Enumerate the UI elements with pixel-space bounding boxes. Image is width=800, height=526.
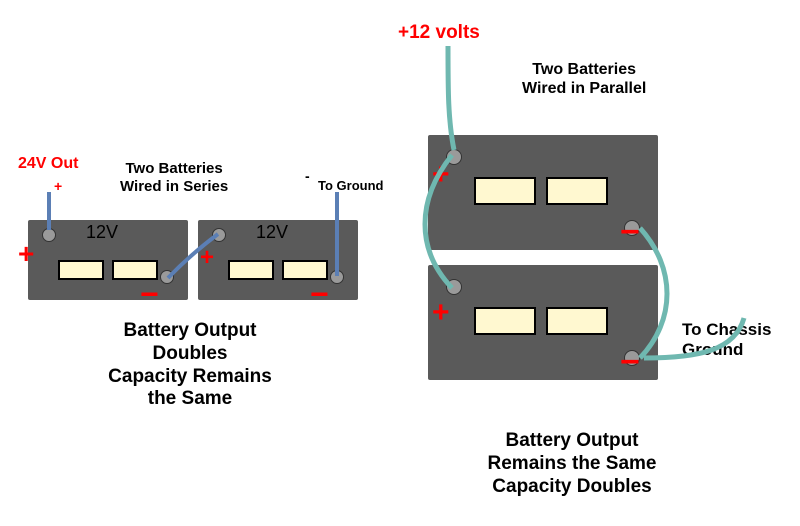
terminal-pos bbox=[212, 228, 226, 242]
plus-icon: + bbox=[18, 240, 34, 268]
series-output-label: 24V Out bbox=[18, 155, 78, 173]
cell bbox=[546, 307, 608, 335]
plus-icon: + bbox=[200, 246, 214, 270]
cell bbox=[474, 177, 536, 205]
minus-icon: − bbox=[310, 278, 329, 310]
minus-icon: − bbox=[620, 345, 640, 379]
series-ground-minus: - bbox=[305, 168, 310, 184]
terminal-neg bbox=[330, 270, 344, 284]
parallel-ground-label: To Chassis Ground bbox=[682, 320, 771, 361]
cell bbox=[546, 177, 608, 205]
series-title: Two Batteries Wired in Series bbox=[120, 160, 228, 196]
parallel-caption: Battery Output Remains the Same Capacity… bbox=[442, 430, 702, 498]
series-ground-label: To Ground bbox=[318, 178, 383, 193]
cell bbox=[474, 307, 536, 335]
terminal-neg bbox=[160, 270, 174, 284]
series-caption: Battery Output Doubles Capacity Remains … bbox=[60, 320, 320, 411]
plus-icon: + bbox=[432, 298, 450, 328]
minus-icon: − bbox=[620, 215, 640, 249]
minus-icon: − bbox=[140, 278, 159, 310]
series-voltage-2: 12V bbox=[256, 222, 288, 243]
parallel-output-label: +12 volts bbox=[398, 22, 480, 44]
series-voltage-1: 12V bbox=[86, 222, 118, 243]
cell bbox=[228, 260, 274, 280]
terminal-pos bbox=[42, 228, 56, 242]
series-out-plus: + bbox=[54, 178, 62, 194]
cell bbox=[58, 260, 104, 280]
parallel-title: Two Batteries Wired in Parallel bbox=[522, 60, 646, 98]
terminal-pos bbox=[446, 279, 462, 295]
plus-icon: + bbox=[432, 160, 450, 190]
